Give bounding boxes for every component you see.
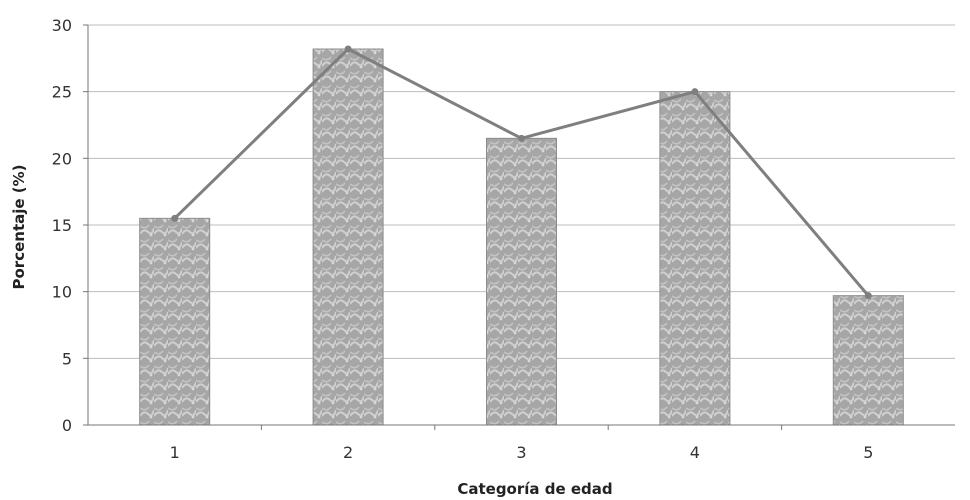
line-point bbox=[518, 134, 525, 142]
bar bbox=[486, 137, 557, 426]
line-point bbox=[864, 292, 872, 300]
bar bbox=[312, 48, 384, 426]
bar bbox=[659, 91, 731, 426]
y-axis-title: Porcentaje (%) bbox=[10, 164, 28, 289]
y-tick-labels: 0 5 10 15 20 25 30 bbox=[52, 16, 88, 435]
y-tick-label: 15 bbox=[52, 216, 72, 235]
x-tick-labels: 1 2 3 4 5 bbox=[170, 425, 873, 462]
line-point bbox=[691, 88, 699, 96]
line-point bbox=[171, 214, 179, 222]
x-tick-label: 4 bbox=[690, 443, 700, 462]
y-tick-label: 30 bbox=[52, 16, 72, 35]
y-tick-label: 5 bbox=[62, 349, 72, 368]
y-tick-label: 25 bbox=[52, 83, 72, 102]
x-tick-label: 3 bbox=[516, 443, 526, 462]
x-axis-title: Categoría de edad bbox=[457, 480, 612, 498]
y-tick-label: 20 bbox=[52, 149, 72, 168]
bar bbox=[832, 295, 904, 426]
x-tick-label: 1 bbox=[170, 443, 180, 462]
y-tick-label: 10 bbox=[52, 283, 72, 302]
x-tick-label: 5 bbox=[863, 443, 873, 462]
line-point bbox=[344, 45, 352, 53]
line-overlay bbox=[171, 45, 872, 300]
x-tick-label: 2 bbox=[343, 443, 353, 462]
bar bbox=[139, 217, 211, 426]
axes bbox=[87, 25, 955, 426]
bars bbox=[139, 48, 904, 426]
y-tick-label: 0 bbox=[62, 416, 72, 435]
